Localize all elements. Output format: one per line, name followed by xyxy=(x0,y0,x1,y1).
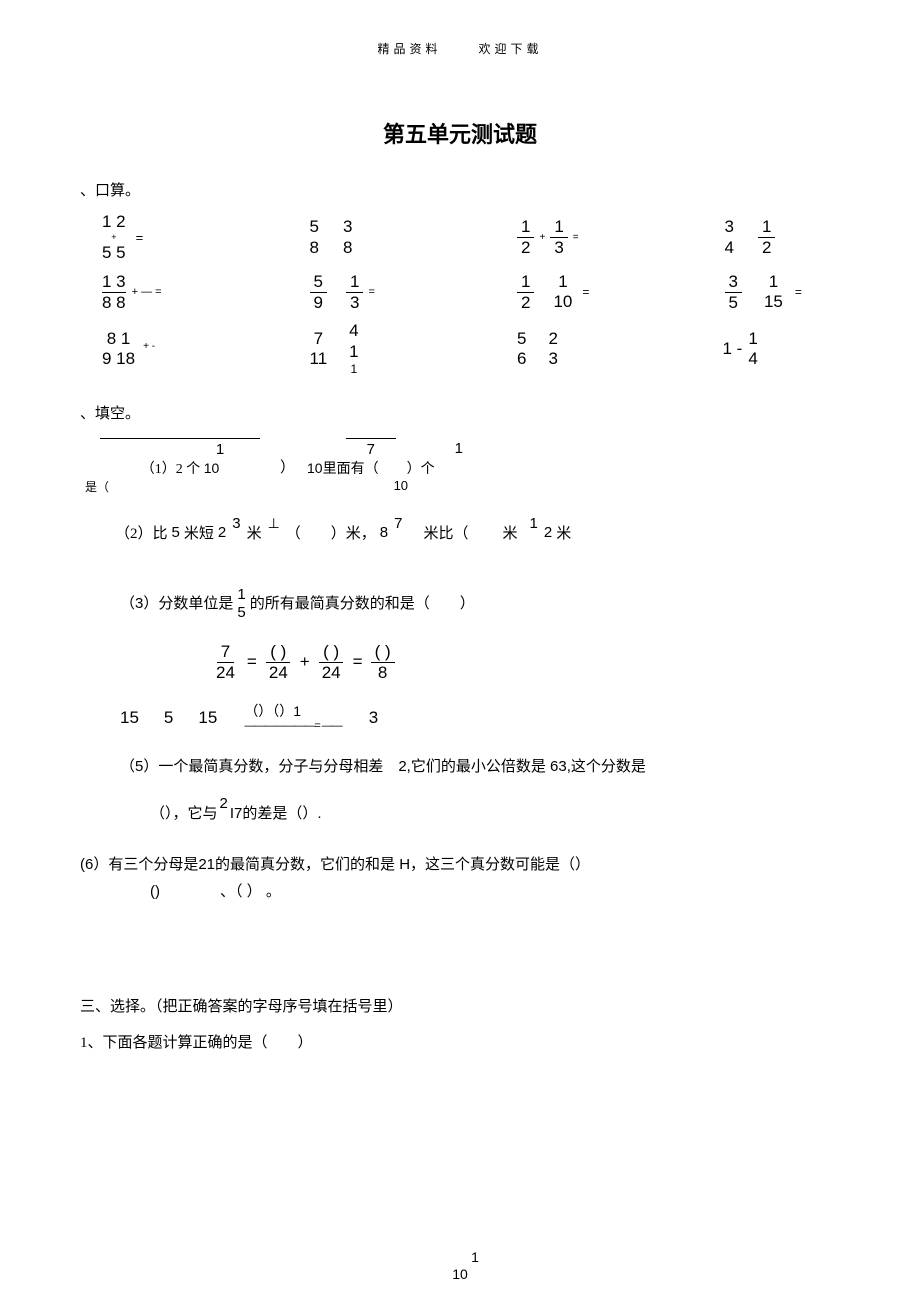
section3: 三、选择。（把正确答案的字母序号填在括号里） 1、下面各题计算正确的是（ ） xyxy=(80,995,840,1052)
fill-item-3: （3）分数单位是 15 的所有最简真分数的和是（ ） xyxy=(120,586,840,622)
calc-cell: 1 38 8 + — = xyxy=(100,272,218,314)
calc-cell: 12 110 = xyxy=(515,272,633,314)
page-header: 精品资料 欢迎下载 xyxy=(80,40,840,57)
calc-row: 8 19 18 + - 711 411 56 23 1 - 14 xyxy=(100,321,840,376)
header-left: 精品资料 xyxy=(377,42,441,56)
header-right: 欢迎下载 xyxy=(479,42,543,56)
section1-header: 、口算。 xyxy=(80,179,840,200)
section2-header: 、填空。 xyxy=(80,402,840,423)
page-footer: 1 10 xyxy=(0,1249,920,1283)
calc-grid: 1 2+5 5 = 58 38 12 + 13 = 34 12 1 38 8 +… xyxy=(100,212,840,377)
fill-item-1: 1 （1）2 个 10 是（ ） 7 10里面有（ ）个 10 1 xyxy=(80,438,840,495)
calc-cell: 711 411 xyxy=(308,321,426,376)
fill-item-4-eq: 724 = ( )24 + ( )24 = ( )8 xyxy=(210,642,840,684)
page-title: 第五单元测试题 xyxy=(80,117,840,149)
calc-cell: 59 13 = xyxy=(308,272,426,314)
section3-q1: 1、下面各题计算正确的是（ ） xyxy=(80,1031,840,1052)
calc-cell: 1 - 14 xyxy=(723,321,841,376)
calc-cell: 1 2+5 5 = xyxy=(100,212,218,264)
calc-cell: 12 + 13 = xyxy=(515,212,633,264)
fill-item-2: （2）比 5 米短 2 3 米 ⊥ （ ）米， 8 7 米比（ 米 1 2 米 xyxy=(115,515,840,551)
calc-cell: 8 19 18 + - xyxy=(100,321,218,376)
fill-item-6: (6）有三个分母是21的最简真分数，它们的和是 H，这三个真分数可能是（） ()… xyxy=(80,851,840,905)
calc-row: 1 2+5 5 = 58 38 12 + 13 = 34 12 xyxy=(100,212,840,264)
fill-section: 1 （1）2 个 10 是（ ） 7 10里面有（ ）个 10 1 （2）比 5… xyxy=(80,438,840,906)
section3-header: 三、选择。（把正确答案的字母序号填在括号里） xyxy=(80,995,840,1016)
fill-item-5: （5）一个最简真分数，分子与分母相差 2,它们的最小公倍数是 63,这个分数是 … xyxy=(120,753,840,831)
calc-cell: 58 38 xyxy=(308,212,426,264)
fill-item-4-line2: 15 5 15 （）（）1 ———————= —— 3 xyxy=(120,703,840,733)
calc-cell: 35 115 = xyxy=(723,272,841,314)
calc-cell: 34 12 xyxy=(723,212,841,264)
calc-row: 1 38 8 + — = 59 13 = 12 110 = 35 115 = xyxy=(100,272,840,314)
calc-cell: 56 23 xyxy=(515,321,633,376)
